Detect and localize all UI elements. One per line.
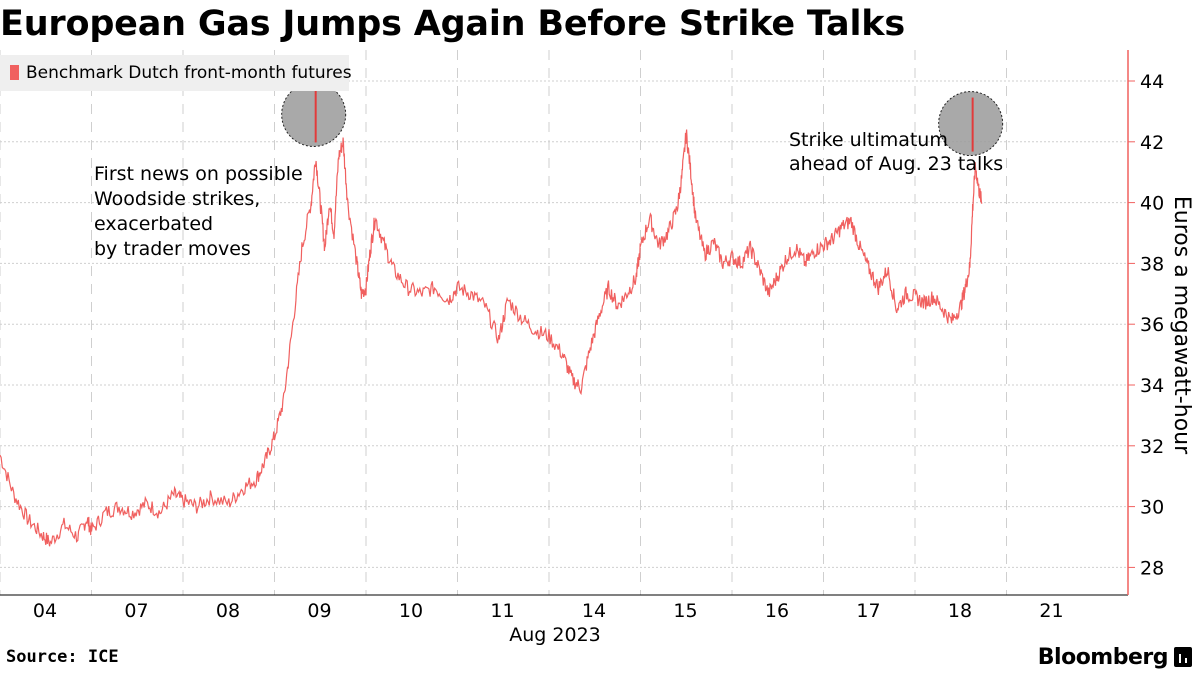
bloomberg-chart-icon xyxy=(1174,647,1192,667)
y-tick-label: 32 xyxy=(1140,436,1164,458)
annotation-circle xyxy=(281,81,347,147)
y-tick-label: 34 xyxy=(1140,375,1164,397)
annotation-text: by trader moves xyxy=(94,238,251,260)
y-tick-label: 28 xyxy=(1140,557,1164,579)
legend-swatch xyxy=(10,65,19,80)
annotation-text: Woodside strikes, xyxy=(94,188,260,210)
y-tick-label: 36 xyxy=(1140,314,1164,336)
x-tick-label: 17 xyxy=(856,600,880,622)
annotation-text: ahead of Aug. 23 talks xyxy=(789,153,1003,175)
y-tick-label: 40 xyxy=(1140,193,1164,215)
y-tick-label: 30 xyxy=(1140,497,1164,519)
annotation-text: exacerbated xyxy=(94,213,213,235)
x-tick-label: 18 xyxy=(948,600,972,622)
x-tick-label: 16 xyxy=(765,600,789,622)
y-axis-label: Euros a megawatt-hour xyxy=(1169,196,1194,455)
x-tick-label: 10 xyxy=(399,600,423,622)
legend-label: Benchmark Dutch front-month futures xyxy=(26,63,352,83)
x-tick-label: 15 xyxy=(673,600,697,622)
annotation-text: Strike ultimatum xyxy=(789,129,948,151)
legend: Benchmark Dutch front-month futures xyxy=(0,55,352,91)
x-tick-label: 07 xyxy=(124,600,148,622)
x-tick-label: 08 xyxy=(216,600,240,622)
y-tick-label: 42 xyxy=(1140,132,1164,154)
x-tick-label: 04 xyxy=(33,600,57,622)
y-tick-label: 44 xyxy=(1140,71,1164,93)
x-tick-label: 21 xyxy=(1039,600,1063,622)
x-tick-label: 09 xyxy=(307,600,331,622)
brand-logo: Bloomberg xyxy=(1037,645,1169,670)
source-note: Source: ICE xyxy=(6,647,119,667)
x-axis-label: Aug 2023 xyxy=(509,624,601,646)
series-line xyxy=(0,129,983,547)
y-tick-label: 38 xyxy=(1140,253,1164,275)
x-tick-label: 11 xyxy=(490,600,514,622)
x-tick-label: 14 xyxy=(582,600,606,622)
annotation-text: First news on possible xyxy=(94,163,303,185)
annotation-circle xyxy=(938,91,1004,157)
chart-title: European Gas Jumps Again Before Strike T… xyxy=(0,4,905,44)
